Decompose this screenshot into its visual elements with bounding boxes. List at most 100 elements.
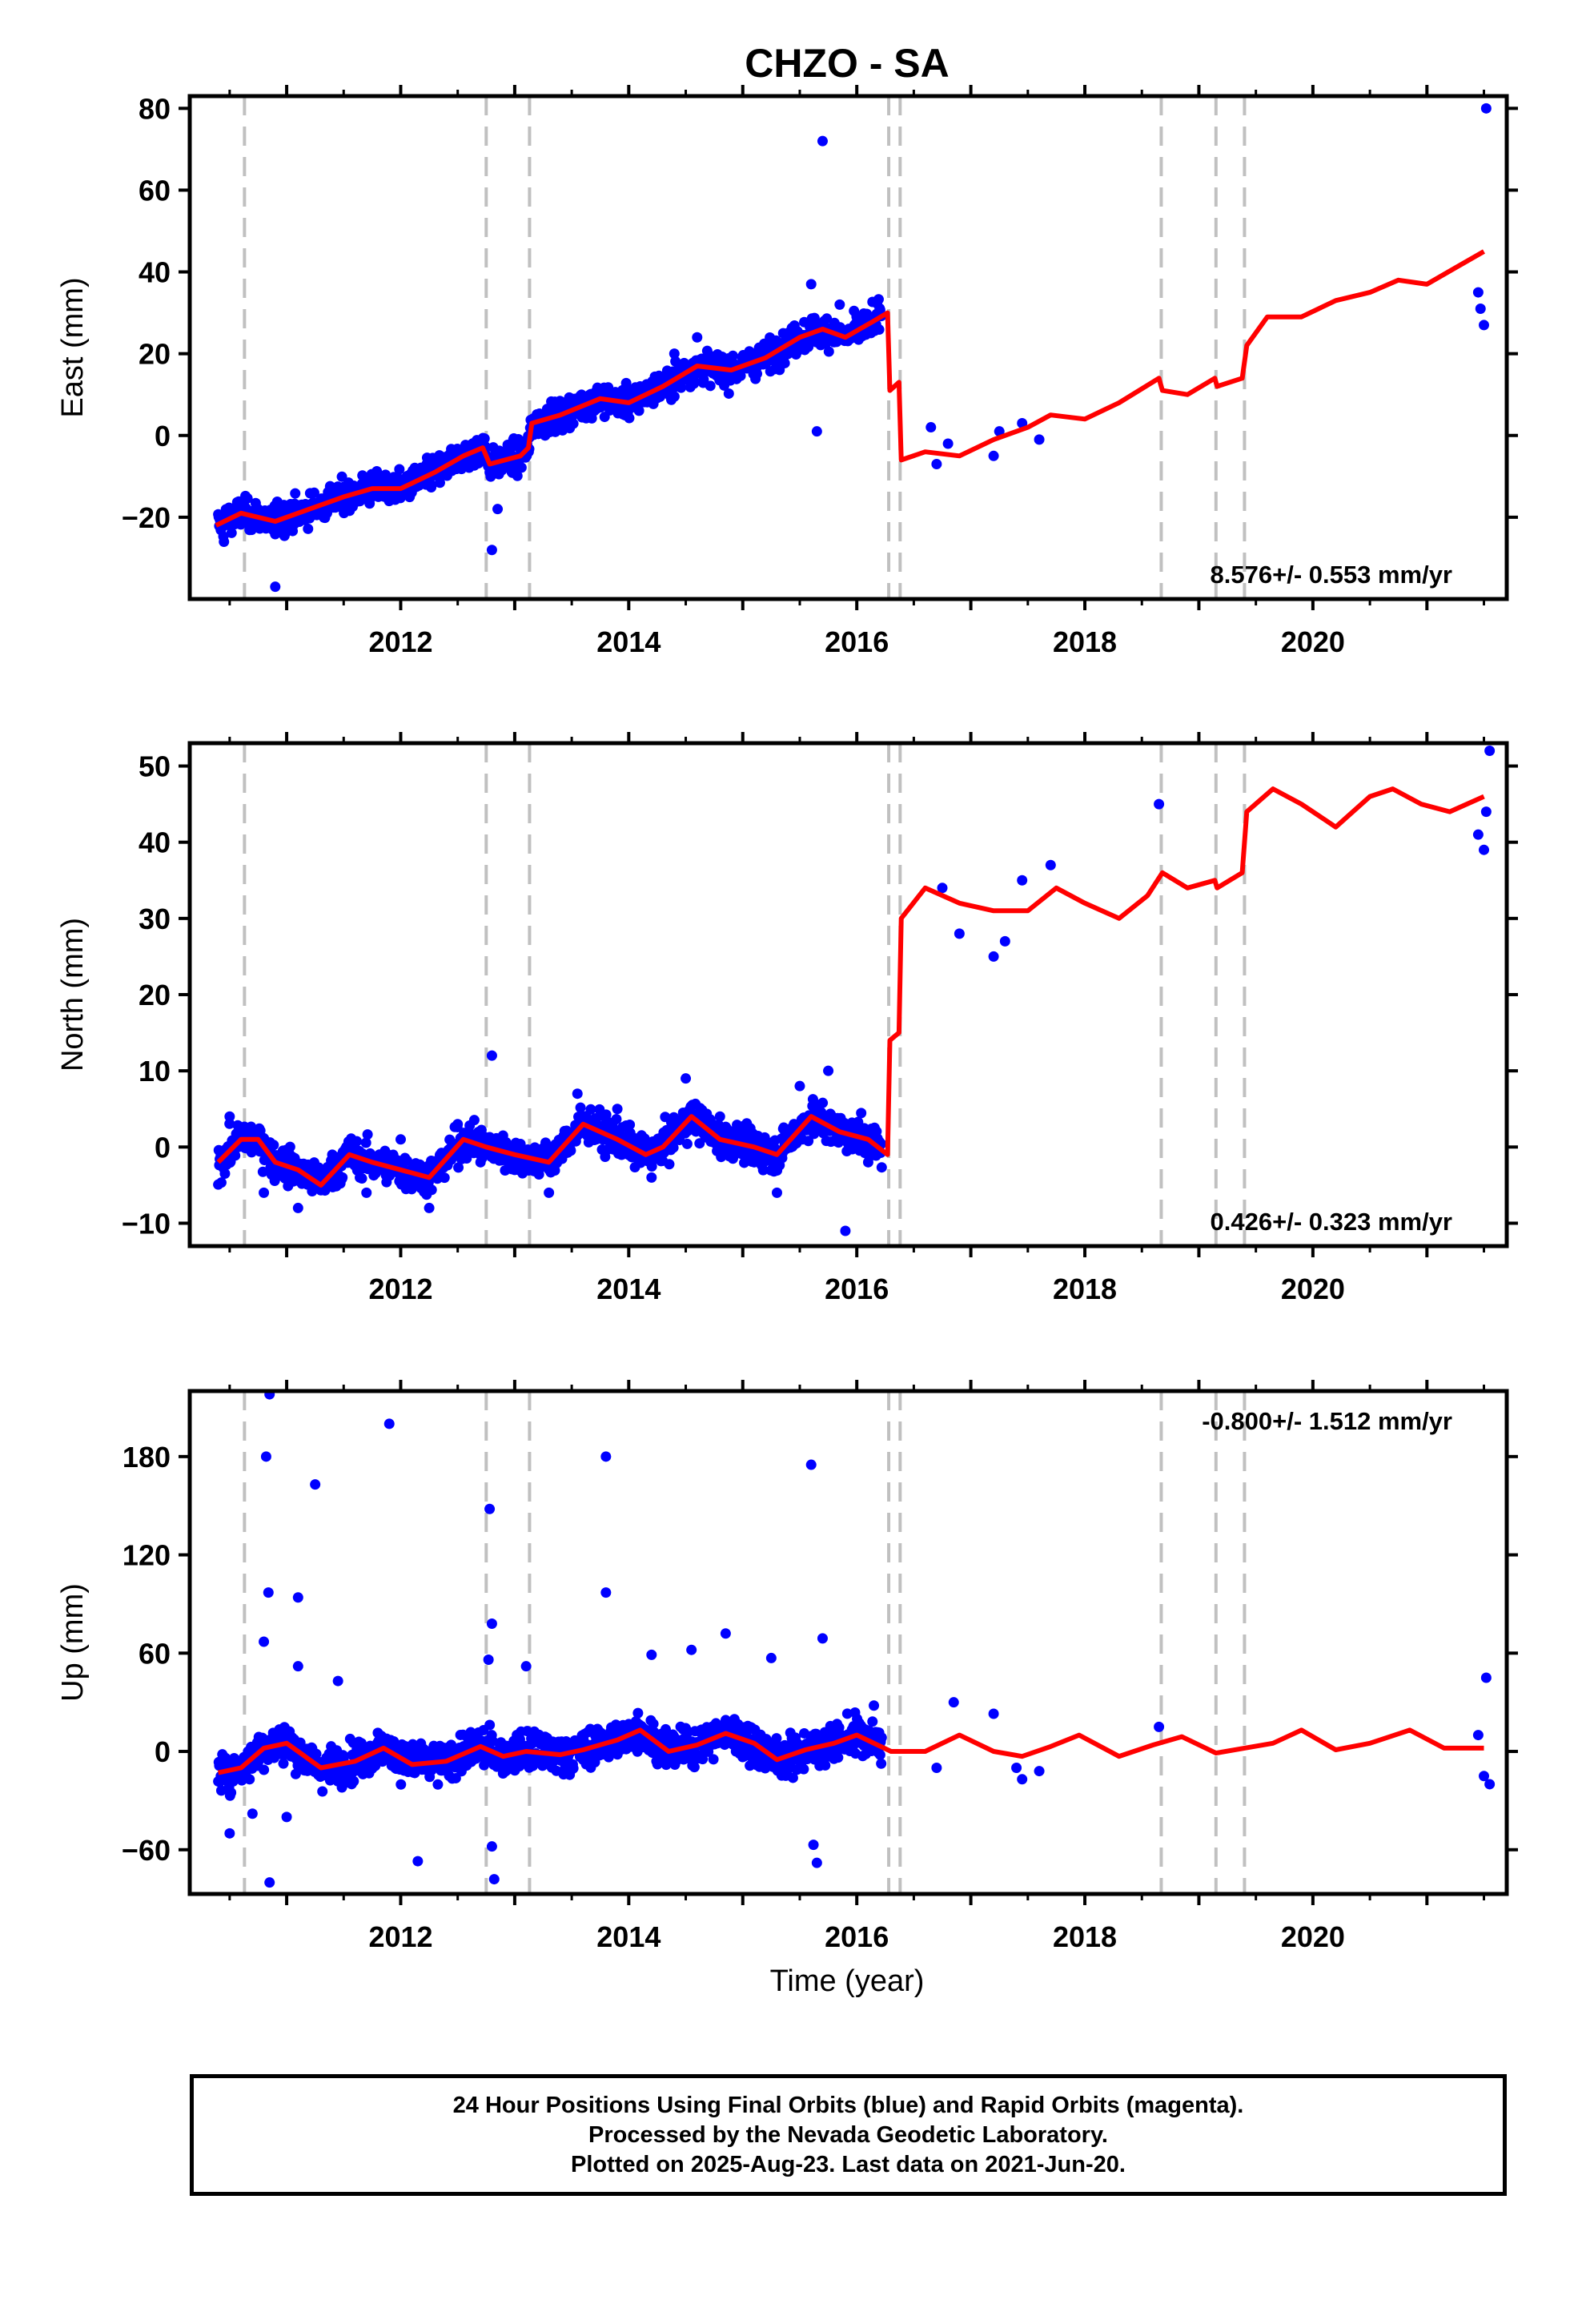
- x-tick-label: 2014: [596, 625, 661, 658]
- data-point: [867, 1716, 878, 1727]
- data-point: [219, 537, 230, 548]
- x-tick-label: 2014: [596, 1920, 661, 1953]
- data-point: [817, 135, 828, 147]
- data-point: [226, 527, 237, 538]
- data-point: [362, 1129, 373, 1140]
- data-point: [771, 1187, 782, 1198]
- data-point: [303, 523, 314, 534]
- data-point: [424, 1202, 435, 1213]
- y-axis-label: Up (mm): [56, 1583, 90, 1702]
- data-point: [544, 1187, 555, 1198]
- up-panel: −60 0 60 120 180 2012 2014 2016 2018 2020 Up (mm) -…: [56, 1380, 1518, 1953]
- data-point: [988, 951, 999, 962]
- data-point: [600, 1587, 612, 1598]
- data-point: [988, 1708, 999, 1719]
- east-panel: −20 0 20 40 60 80 2012 2014 2016 2018 2020 East (mm…: [56, 85, 1518, 658]
- data-point: [988, 450, 999, 461]
- data-point: [624, 1119, 636, 1130]
- data-point: [692, 332, 703, 343]
- data-point: [633, 405, 644, 416]
- data-point: [1017, 875, 1028, 886]
- data-point: [426, 1184, 437, 1196]
- data-point: [395, 1134, 406, 1145]
- x-tick-label: 2012: [368, 1920, 432, 1953]
- data-point: [620, 377, 632, 388]
- data-point: [264, 1877, 275, 1888]
- north-panel: −10 0 10 20 30 40 50 2012 2014 2016 2018 2020 North …: [56, 732, 1518, 1305]
- data-point: [1011, 1762, 1022, 1773]
- data-point: [646, 1172, 657, 1183]
- data-point: [735, 370, 746, 381]
- data-point: [798, 1763, 809, 1775]
- data-point: [1480, 1672, 1492, 1683]
- data-point: [811, 426, 822, 437]
- data-point: [726, 352, 737, 364]
- data-point: [862, 1156, 873, 1168]
- data-point: [869, 1700, 880, 1711]
- data-point: [803, 1136, 814, 1147]
- data-point: [486, 1841, 497, 1852]
- data-point: [452, 1119, 464, 1130]
- data-point: [259, 1764, 270, 1775]
- data-point: [954, 928, 965, 939]
- data-point: [749, 1156, 760, 1168]
- data-point: [1034, 1766, 1045, 1777]
- data-point: [1479, 1771, 1490, 1782]
- x-tick-label: 2012: [368, 1273, 432, 1305]
- data-point: [660, 1723, 671, 1735]
- data-point: [515, 1138, 526, 1149]
- data-point: [1154, 1721, 1165, 1732]
- data-point: [765, 1652, 777, 1663]
- data-point: [646, 1649, 657, 1660]
- y-tick-label: 60: [139, 1637, 171, 1670]
- x-tick-label: 2018: [1053, 1273, 1117, 1305]
- data-point: [1472, 829, 1484, 840]
- data-point: [874, 1749, 885, 1760]
- data-point: [811, 1857, 822, 1868]
- data-point: [611, 1113, 622, 1124]
- plot-area: [213, 743, 1496, 1246]
- data-point: [257, 1166, 268, 1177]
- y-tick-label: 120: [122, 1539, 171, 1572]
- data-point: [520, 1661, 532, 1672]
- data-point: [263, 1587, 274, 1598]
- data-point: [873, 324, 885, 336]
- y-tick-label: 30: [139, 903, 171, 935]
- x-tick-label: 2018: [1053, 1920, 1117, 1953]
- data-point: [281, 520, 292, 531]
- data-point: [290, 1768, 301, 1779]
- data-point: [509, 1164, 520, 1176]
- data-point: [1472, 1730, 1484, 1741]
- data-point: [720, 1628, 731, 1639]
- data-point: [1472, 287, 1484, 298]
- data-point: [568, 1763, 579, 1774]
- data-point: [1484, 746, 1496, 757]
- y-tick-label: 180: [122, 1441, 171, 1474]
- data-point: [603, 1751, 614, 1763]
- data-point: [568, 418, 579, 429]
- data-point: [284, 1141, 295, 1152]
- x-tick-label: 2016: [825, 1920, 889, 1953]
- x-tick-label: 2020: [1281, 1273, 1345, 1305]
- data-point: [708, 1754, 719, 1765]
- data-point: [705, 380, 716, 392]
- data-point: [823, 1065, 834, 1076]
- data-point: [361, 1187, 372, 1198]
- data-point: [486, 1618, 497, 1629]
- x-tick-label: 2016: [825, 1273, 889, 1305]
- data-point: [356, 1173, 367, 1184]
- data-point: [292, 1661, 303, 1672]
- y-tick-label: −60: [122, 1834, 171, 1867]
- data-point: [224, 1118, 235, 1129]
- data-point: [942, 438, 954, 449]
- data-point: [1045, 859, 1056, 870]
- data-point: [931, 1762, 942, 1773]
- x-tick-label: 2012: [368, 625, 432, 658]
- data-point: [752, 368, 763, 380]
- data-point: [488, 1874, 500, 1885]
- y-tick-label: 20: [139, 979, 171, 1011]
- data-point: [252, 504, 263, 515]
- y-tick-label: 50: [139, 750, 171, 783]
- velocity-label: 0.426+/- 0.323 mm/yr: [1211, 1208, 1452, 1236]
